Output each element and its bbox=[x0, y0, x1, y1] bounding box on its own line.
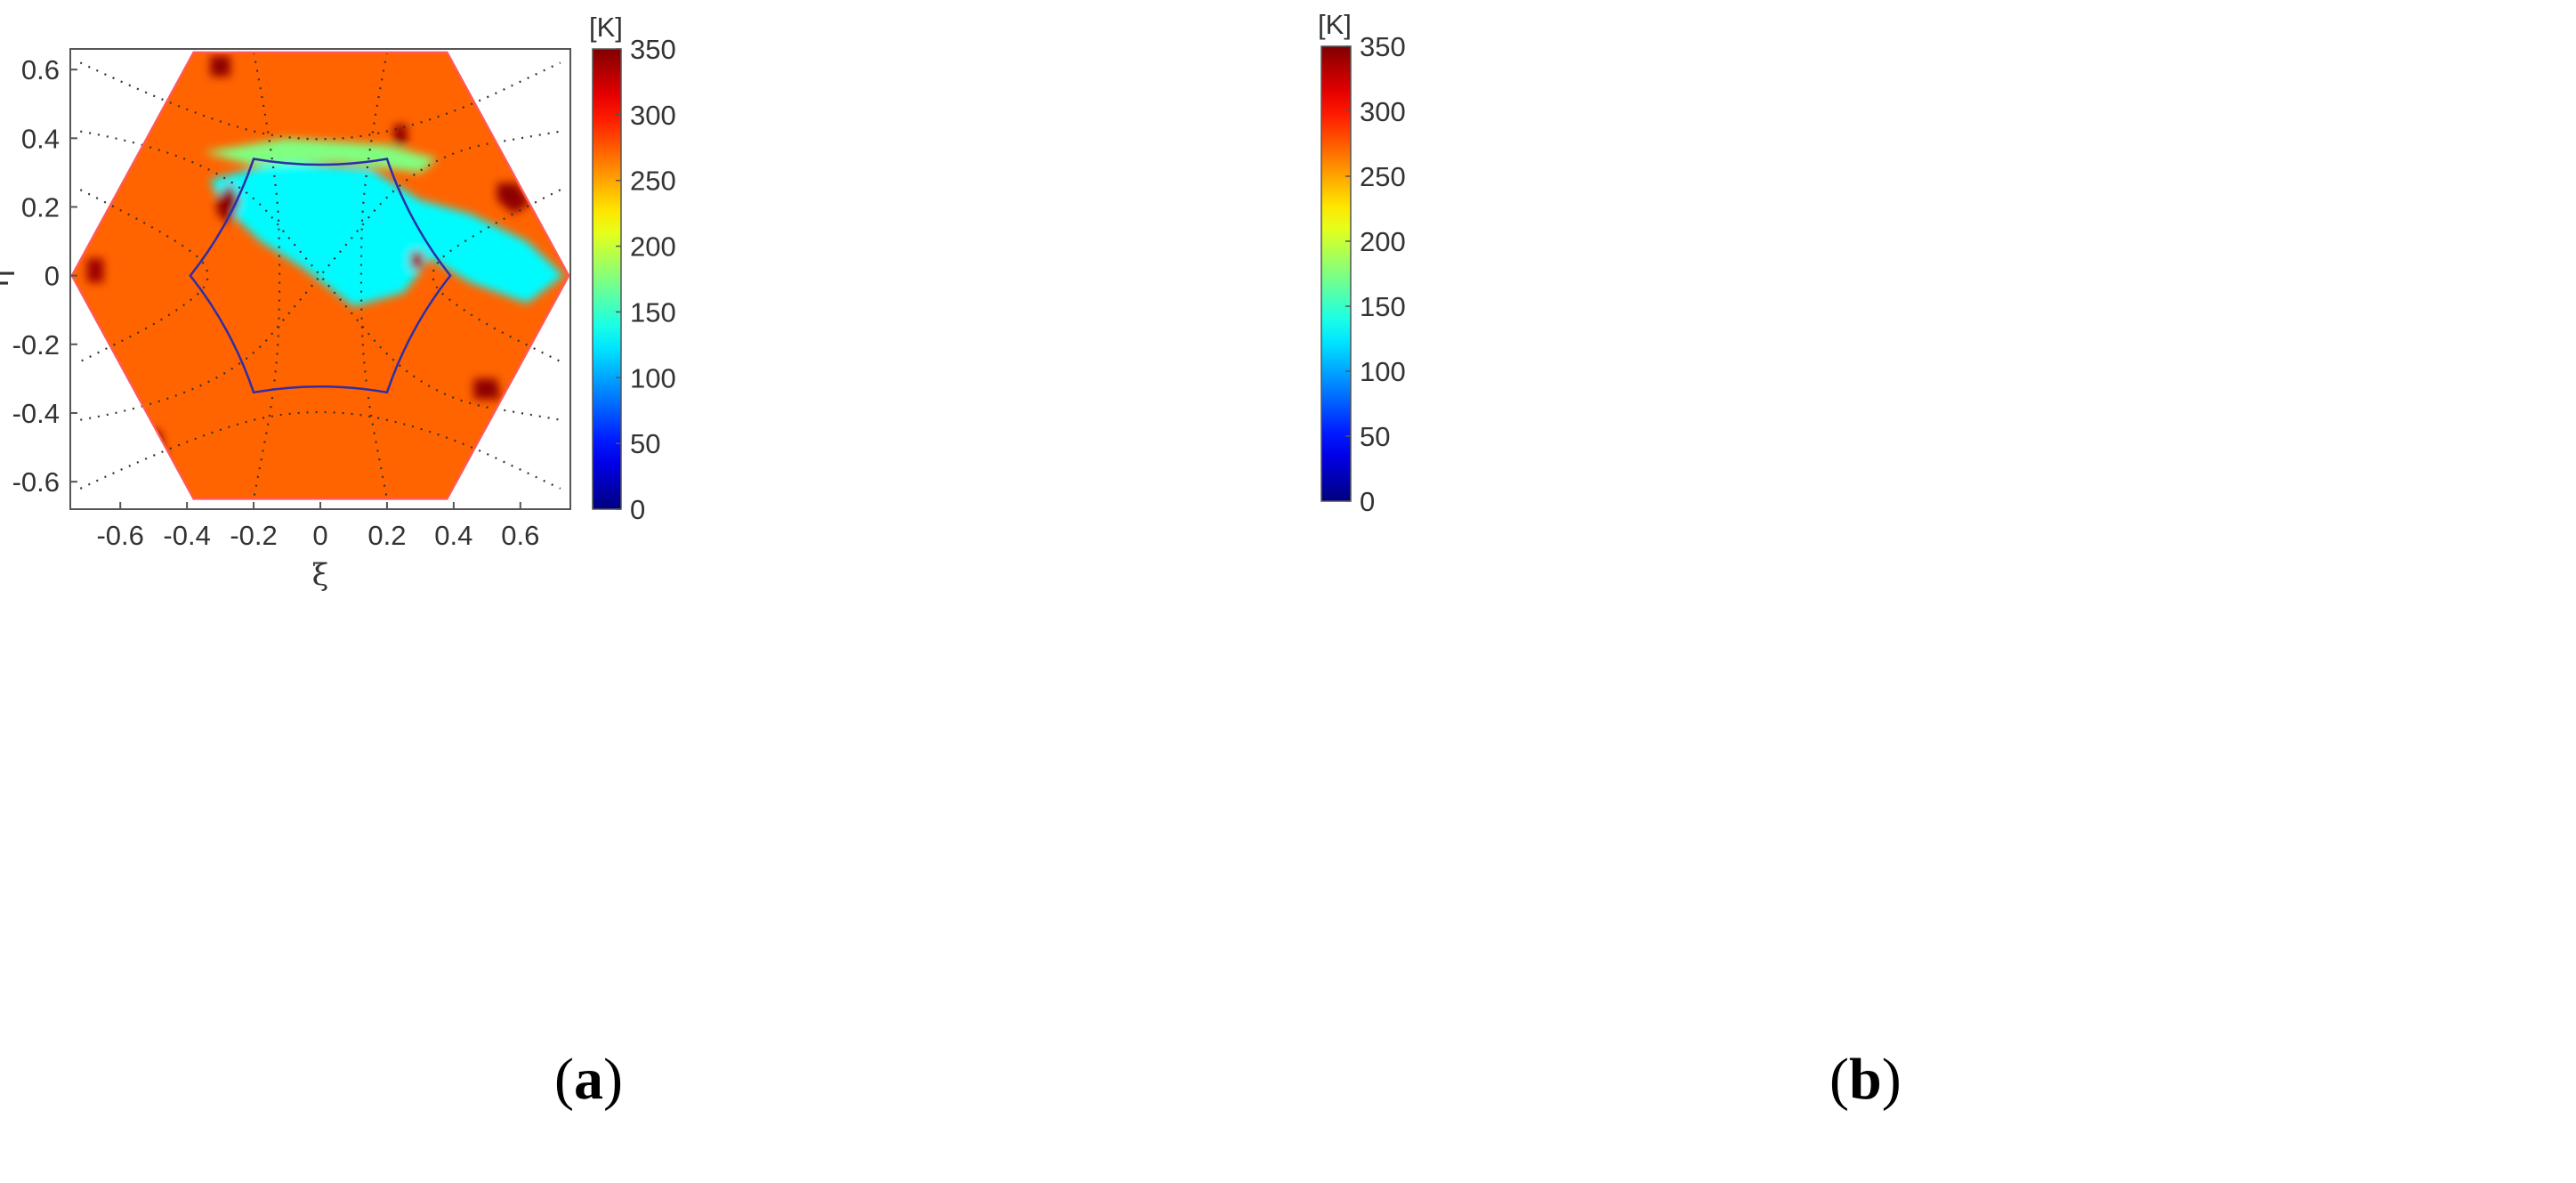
cold-band-upper bbox=[203, 138, 438, 173]
colorbar-tick-label: 50 bbox=[630, 428, 660, 459]
temperature-field bbox=[71, 52, 569, 499]
colorbar-unit: [K] bbox=[1318, 9, 1352, 40]
heatmap-chart-a: -0.6 -0.4 -0.2 0 0.2 0.4 0.6 0.6 0.4 0.2 0 -0.2 -0.4… bbox=[0, 12, 676, 593]
panel-b: -0.6-0.4-0.200.20.40.60.60.40.20-0.2-0.4… bbox=[1288, 0, 2576, 1183]
hot-spot-7 bbox=[410, 251, 424, 269]
colorbar-tick-label: 350 bbox=[630, 34, 676, 65]
sky-grid-arc bbox=[432, 189, 561, 363]
alias-free-zone bbox=[189, 158, 452, 394]
y-tick-label: 0.4 bbox=[21, 123, 60, 154]
colorbar-tick-label: 300 bbox=[1360, 96, 1406, 127]
y-tick-label: 0.6 bbox=[21, 54, 60, 85]
x-axis-label: ξ bbox=[312, 557, 329, 593]
colorbar-tick-label: 200 bbox=[630, 231, 676, 263]
x-tick-label: -0.4 bbox=[163, 520, 210, 551]
colorbar-tick-label: 100 bbox=[1360, 356, 1406, 387]
x-tick-label: -0.6 bbox=[96, 520, 143, 551]
y-axis-label: η bbox=[0, 270, 16, 288]
panel-label-a: a bbox=[573, 1047, 603, 1112]
colorbar-tick-label: 250 bbox=[1360, 161, 1406, 192]
y-tick-label: -0.4 bbox=[12, 398, 60, 429]
cold-region bbox=[210, 162, 564, 307]
colorbar-tick-label: 50 bbox=[1360, 421, 1390, 452]
colorbar-tick-label: 0 bbox=[1360, 486, 1375, 517]
colorbar bbox=[592, 48, 622, 510]
colorbar-tick-label: 150 bbox=[1360, 291, 1406, 322]
x-tick-label: 0.4 bbox=[434, 520, 472, 551]
y-tick-label: 0 bbox=[44, 261, 60, 292]
heatmap-chart-b: -0.6-0.4-0.200.20.40.60.60.40.20-0.2-0.4… bbox=[1318, 9, 1406, 517]
colorbar-unit: [K] bbox=[589, 12, 623, 43]
x-tick-label: 0 bbox=[312, 520, 327, 551]
colorbar-tick-label: 350 bbox=[1360, 31, 1406, 62]
y-tick-label: 0.2 bbox=[21, 191, 60, 223]
panel-caption-a: (a) bbox=[554, 1047, 623, 1112]
panel-a: -0.6 -0.4 -0.2 0 0.2 0.4 0.6 0.6 0.4 0.2 0 -0.2 -0.4… bbox=[0, 12, 676, 1112]
hot-spot-2 bbox=[497, 182, 531, 215]
colorbar-tick-label: 150 bbox=[630, 296, 676, 328]
colorbar-tick-label: 300 bbox=[630, 100, 676, 131]
sky-grid-arc bbox=[79, 189, 209, 363]
panel-caption-b: (b) bbox=[1829, 1047, 1902, 1112]
colorbar-tick-label: 100 bbox=[630, 362, 676, 393]
y-tick-label: -0.2 bbox=[12, 329, 60, 361]
colorbar-tick-label: 250 bbox=[630, 166, 676, 197]
x-tick-label: 0.2 bbox=[367, 520, 406, 551]
hot-spot-3 bbox=[210, 55, 230, 77]
hot-spot-5 bbox=[473, 378, 501, 400]
colorbar-tick-label: 0 bbox=[630, 494, 645, 525]
x-tick-label: 0.6 bbox=[501, 520, 539, 551]
panel-label-b: b bbox=[1848, 1047, 1882, 1112]
colorbar bbox=[1320, 45, 1352, 502]
hot-spot-1 bbox=[216, 182, 241, 224]
x-tick-label: -0.2 bbox=[230, 520, 277, 551]
hot-spot-8 bbox=[86, 258, 104, 283]
colorbar-tick-label: 200 bbox=[1360, 226, 1406, 257]
sky-grid bbox=[79, 52, 561, 499]
y-tick-label: -0.6 bbox=[12, 466, 60, 498]
hot-spot-4 bbox=[393, 124, 408, 146]
